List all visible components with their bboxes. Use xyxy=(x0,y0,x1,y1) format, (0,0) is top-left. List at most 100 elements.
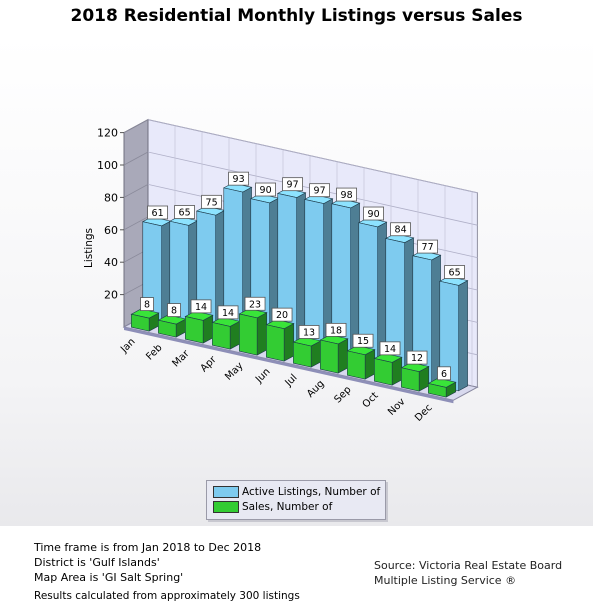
sales-data-label-box xyxy=(167,303,181,317)
results-text: Results calculated from approximately 30… xyxy=(34,590,300,602)
y-tick-label: 60 xyxy=(104,224,118,237)
listings-data-label: 97 xyxy=(287,180,299,191)
legend-item-listings: Active Listings, Number of xyxy=(213,485,380,499)
floor-edge xyxy=(124,327,454,404)
listings-data-label: 84 xyxy=(395,225,407,236)
footer-info: Time frame is from Jan 2018 to Dec 2018 … xyxy=(34,540,261,585)
sales-bar xyxy=(266,324,285,362)
listings-data-label-box xyxy=(417,239,438,254)
sales-data-label: 23 xyxy=(249,299,261,310)
listings-data-label: 90 xyxy=(368,209,380,220)
legend-label-listings: Active Listings, Number of xyxy=(242,486,381,498)
x-tick-label: Nov xyxy=(386,396,408,418)
sales-data-label-box xyxy=(244,296,266,311)
sales-bar xyxy=(320,339,339,374)
sales-bar xyxy=(374,358,393,386)
listings-bar-side xyxy=(431,254,441,386)
chart-title: 2018 Residential Monthly Listings versus… xyxy=(70,6,523,26)
listings-data-label: 61 xyxy=(152,208,164,219)
sales-bar xyxy=(212,322,231,350)
gridline-side xyxy=(123,151,149,166)
sales-data-label: 18 xyxy=(330,325,342,336)
sales-bar xyxy=(185,316,204,344)
listings-data-label: 97 xyxy=(314,186,326,197)
legend-label-sales: Sales, Number of xyxy=(242,501,333,513)
x-tick-label: Dec xyxy=(413,402,434,423)
sales-bar xyxy=(158,319,177,338)
sales-data-label-box xyxy=(437,366,451,381)
gridline-side xyxy=(123,216,149,231)
chart-legend: Active Listings, Number of Sales, Number… xyxy=(206,480,386,520)
sales-data-label: 14 xyxy=(195,302,207,313)
listings-data-label-box xyxy=(201,194,222,209)
sales-data-label-box xyxy=(140,297,154,311)
source-line-1: Source: Victoria Real Estate Board xyxy=(374,559,563,572)
listings-data-label: 90 xyxy=(260,185,272,196)
listings-data-label: 93 xyxy=(233,174,245,185)
listings-data-label-box xyxy=(174,205,195,219)
y-tick-label: 20 xyxy=(104,289,118,302)
map-area-text: Map Area is 'GI Salt Spring' xyxy=(34,571,184,584)
listings-data-label: 98 xyxy=(341,190,353,201)
sales-data-label-box xyxy=(325,322,347,337)
x-tick-label: Feb xyxy=(144,342,164,362)
listings-bar-side xyxy=(458,280,468,392)
chart-area: 20 40 60 80 100 120 Listings 61 65 75 93 90 97 97 98 90… xyxy=(0,36,593,526)
sales-bar xyxy=(131,313,150,332)
x-tick-label: Jan xyxy=(118,336,137,355)
legend-swatch-sales xyxy=(213,501,239,513)
listings-data-label: 75 xyxy=(206,197,218,208)
district-text: District is 'Gulf Islands' xyxy=(34,556,160,569)
sales-data-label: 14 xyxy=(384,344,396,355)
sales-bar-side xyxy=(283,323,295,362)
listings-data-label-box xyxy=(255,182,276,197)
listings-data-label: 77 xyxy=(422,242,434,253)
sales-data-label: 12 xyxy=(411,353,423,364)
y-tick-label: 40 xyxy=(104,256,118,269)
listings-data-label: 65 xyxy=(449,268,461,279)
listings-data-label-box xyxy=(147,205,168,220)
y-tick-label: 80 xyxy=(104,191,118,204)
x-tick-label: Sep xyxy=(333,384,354,405)
sales-bar xyxy=(239,313,258,356)
x-tick-label: Apr xyxy=(199,354,220,375)
x-tick-label: May xyxy=(223,360,245,382)
listings-data-label-box xyxy=(309,183,330,198)
listings-data-label-box xyxy=(444,265,465,279)
sales-bar xyxy=(293,341,312,368)
x-tick-label: Oct xyxy=(361,390,381,410)
listings-data-label-box xyxy=(228,171,249,186)
sales-bar-side xyxy=(256,312,268,356)
x-tick-label: Jun xyxy=(253,366,273,386)
sales-data-label: 14 xyxy=(222,308,234,319)
legend-swatch-listings xyxy=(213,486,239,498)
sales-data-label: 15 xyxy=(357,336,369,347)
listings-data-label-box xyxy=(390,222,411,237)
listings-data-label-box xyxy=(336,187,357,202)
sales-bar xyxy=(428,383,447,398)
sales-data-label-box xyxy=(190,299,212,314)
listings-data-label-box xyxy=(363,206,384,221)
sales-data-label: 13 xyxy=(303,327,315,338)
sales-bar xyxy=(347,350,366,380)
x-tick-label: Aug xyxy=(305,378,327,400)
sales-data-label-box xyxy=(271,307,293,322)
sales-data-label-box xyxy=(298,325,320,339)
sales-data-label: 8 xyxy=(144,300,150,311)
y-tick-label: 100 xyxy=(97,159,118,172)
gridline-side xyxy=(123,184,149,198)
listings-data-label-box xyxy=(282,177,303,192)
sales-bar-side xyxy=(337,338,349,374)
sales-data-label: 20 xyxy=(276,310,288,321)
x-tick-label: Mar xyxy=(170,348,192,370)
legend-item-sales: Sales, Number of xyxy=(213,500,332,514)
gridline-side xyxy=(123,119,149,133)
source-line-2: Multiple Listing Service ® xyxy=(374,574,517,587)
sales-data-label: 8 xyxy=(171,306,177,317)
y-tick-label: 120 xyxy=(97,127,118,140)
sales-data-label-box xyxy=(406,350,428,365)
sales-bar xyxy=(401,367,420,392)
listings-data-label: 65 xyxy=(179,208,191,219)
x-tick-label: Jul xyxy=(283,372,300,389)
sales-data-label: 6 xyxy=(441,369,447,380)
